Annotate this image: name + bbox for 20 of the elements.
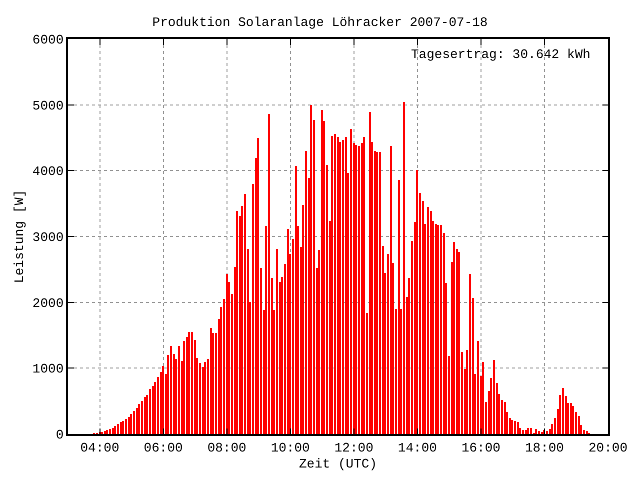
y-tick-label: 4000 — [32, 164, 64, 180]
x-tick-label: 04:00 — [80, 440, 120, 456]
x-tick-label: 12:00 — [334, 440, 374, 456]
annotation: Tagesertrag: 30.642 kWh — [411, 47, 590, 62]
y-axis-title: Leistung [W] — [12, 190, 27, 284]
x-tick-label: 08:00 — [207, 440, 246, 456]
y-tick-label: 5000 — [32, 98, 64, 114]
x-tick-label: 10:00 — [270, 440, 310, 456]
x-tick-label: 06:00 — [144, 440, 183, 456]
x-tick-label: 16:00 — [461, 440, 500, 456]
y-tick-label: 3000 — [32, 230, 64, 246]
y-tick-label: 2000 — [32, 296, 64, 311]
chart-title: Produktion Solaranlage Löhracker 2007-07-18 — [152, 14, 488, 30]
y-tick-label: 0 — [56, 428, 64, 443]
y-tick-label: 1000 — [32, 362, 64, 377]
x-tick-label: 18:00 — [524, 440, 564, 456]
y-tick-label: 6000 — [32, 32, 64, 48]
x-axis-title: Zeit (UTC) — [298, 456, 378, 472]
x-tick-label: 14:00 — [398, 440, 437, 456]
x-tick-label: 20:00 — [588, 440, 628, 456]
